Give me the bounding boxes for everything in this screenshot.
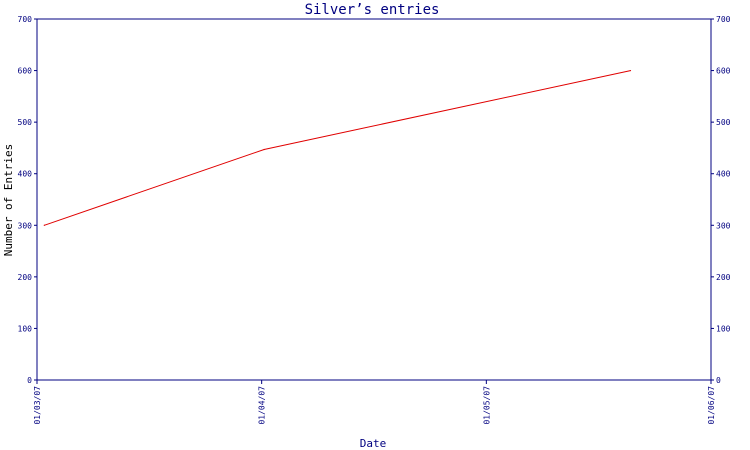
y-tick-label: 400	[18, 170, 33, 179]
x-tick-label: 01/03/07	[33, 386, 42, 425]
x-tick-label: 01/05/07	[482, 386, 491, 425]
data-point	[263, 148, 265, 151]
chart-title: Silver’s entries	[305, 2, 440, 18]
y-tick-label: 500	[18, 118, 33, 127]
y-tick-label: 0	[27, 376, 32, 385]
data-point	[43, 224, 45, 226]
data-point	[629, 69, 632, 72]
x-tick-label: 01/04/07	[258, 386, 267, 425]
y-tick-label-right: 700	[716, 15, 731, 24]
y-tick-label-right: 500	[716, 118, 731, 127]
y-axis-right: 0 100 200 300 400 500 600 700	[711, 15, 731, 385]
y-tick-label: 100	[18, 324, 33, 333]
y-tick-label: 700	[18, 15, 33, 24]
y-tick-label: 200	[18, 273, 33, 282]
series-group	[43, 69, 632, 226]
y-tick-label: 300	[18, 221, 33, 230]
y-axis-label: Number of Entries	[2, 144, 15, 257]
series-line	[44, 70, 631, 226]
y-tick-label-right: 0	[716, 376, 721, 385]
y-tick-label-right: 600	[716, 67, 731, 76]
y-tick-label: 600	[18, 67, 33, 76]
x-tick-label: 01/06/07	[707, 386, 716, 425]
plot-frame	[36, 18, 712, 381]
y-axis-left: 0 100 200 300 400 500 600 700	[18, 15, 37, 385]
y-tick-label-right: 200	[716, 273, 731, 282]
x-axis: 01/03/07 01/04/07 01/05/07 01/06/07	[33, 380, 716, 425]
y-tick-label-right: 100	[716, 324, 731, 333]
y-tick-label-right: 400	[716, 170, 731, 179]
y-tick-label-right: 300	[716, 221, 731, 230]
x-axis-label: Date	[360, 437, 387, 450]
